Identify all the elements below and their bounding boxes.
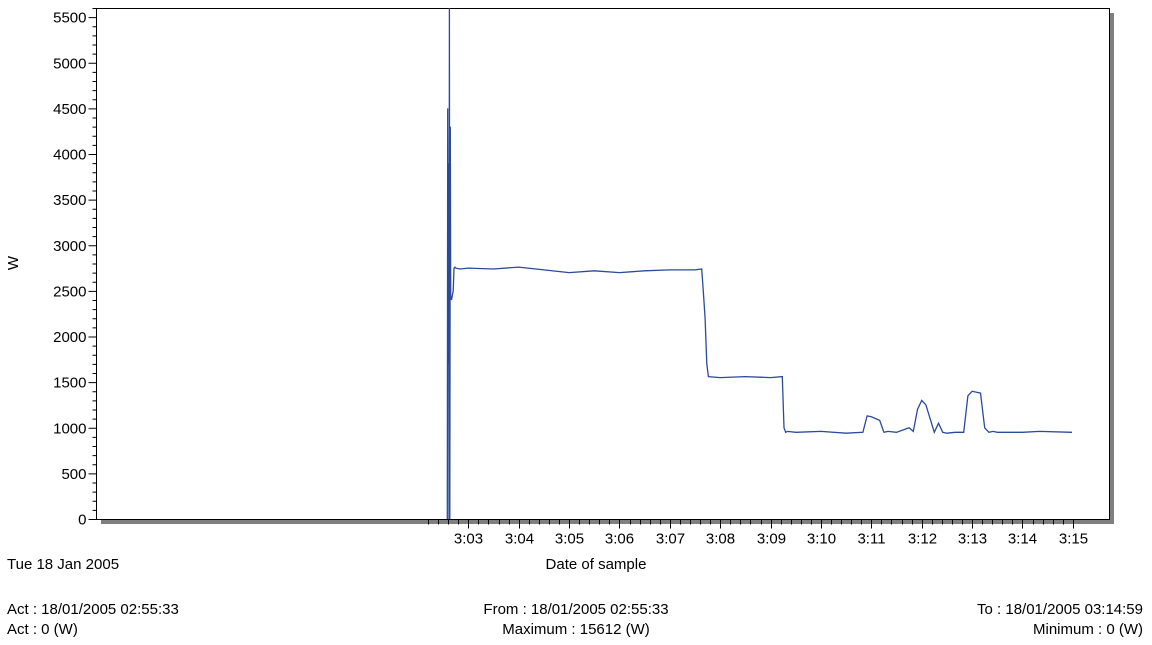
x-tick-label: 3:14: [1008, 531, 1037, 548]
x-tick-label: 3:07: [656, 531, 685, 548]
y-tick-label: 5000: [53, 55, 86, 72]
x-axis: 3:03 3:04 3:05 3:06 3:07 3:08 3:09 3:10 3:11 3:12…: [428, 519, 1088, 548]
y-tick-label: 1500: [53, 375, 86, 392]
x-tick-label: 3:10: [807, 531, 836, 548]
date-label: Tue 18 Jan 2005: [7, 556, 119, 573]
chart-area: 0 500 1000 1500 2000 2500 3000 3500 4000 4500 5000…: [5, 7, 1114, 573]
x-axis-label: Date of sample: [546, 556, 647, 573]
series-line: [446, 7, 1073, 520]
y-axis-label: W: [5, 255, 22, 270]
x-tick-label: 3:15: [1059, 531, 1088, 548]
x-tick-label: 3:04: [505, 531, 534, 548]
maximum-text: Maximum : 15612 (W): [502, 621, 650, 638]
minimum-text: Minimum : 0 (W): [1033, 621, 1143, 638]
y-tick-label: 5500: [53, 10, 86, 27]
x-tick-label: 3:03: [454, 531, 483, 548]
x-tick-label: 3:13: [958, 531, 987, 548]
x-tick-label: 3:06: [605, 531, 634, 548]
y-tick-label: 0: [78, 512, 86, 529]
y-tick-label: 4500: [53, 101, 86, 118]
from-text: From : 18/01/2005 02:55:33: [483, 601, 669, 618]
y-tick-label: 1000: [53, 420, 86, 437]
y-tick-label: 2500: [53, 283, 86, 300]
act-value-text: Act : 0 (W): [7, 621, 78, 638]
y-axis: 0 500 1000 1500 2000 2500 3000 3500 4000 4500 5000…: [53, 8, 97, 529]
x-tick-label: 3:05: [555, 531, 584, 548]
y-tick-label: 2000: [53, 329, 86, 346]
x-tick-label: 3:11: [857, 531, 885, 548]
to-text: To : 18/01/2005 03:14:59: [977, 601, 1143, 618]
info-center: From : 18/01/2005 02:55:33 Maximum : 156…: [483, 600, 668, 640]
info-right: To : 18/01/2005 03:14:59 Minimum : 0 (W): [977, 600, 1143, 640]
info-left: Act : 18/01/2005 02:55:33 Act : 0 (W): [7, 600, 179, 640]
y-tick-label: 3000: [53, 238, 86, 255]
plot-frame: [96, 8, 1110, 520]
y-tick-label: 4000: [53, 147, 86, 164]
y-tick-label: 3500: [53, 192, 86, 209]
x-tick-label: 3:12: [908, 531, 937, 548]
x-tick-label: 3:09: [757, 531, 786, 548]
y-tick-label: 500: [61, 466, 86, 483]
x-tick-label: 3:08: [706, 531, 735, 548]
act-time-text: Act : 18/01/2005 02:55:33: [7, 601, 179, 618]
